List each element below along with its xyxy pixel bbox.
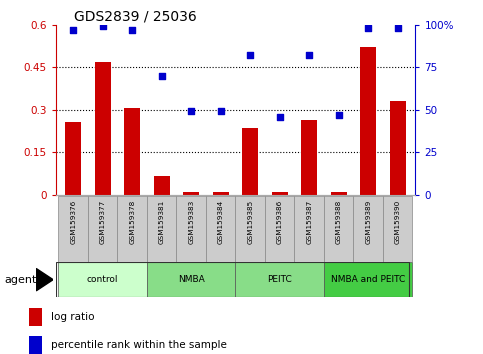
- Bar: [236, 196, 265, 262]
- Bar: [360, 47, 376, 195]
- Bar: [176, 196, 206, 262]
- Bar: [117, 196, 147, 262]
- Point: [335, 112, 342, 118]
- Point: [158, 73, 166, 79]
- Bar: [154, 176, 170, 195]
- Bar: [29, 336, 42, 354]
- Text: log ratio: log ratio: [51, 312, 94, 322]
- Bar: [324, 262, 412, 297]
- Bar: [88, 196, 117, 262]
- Bar: [295, 196, 324, 262]
- Text: GSM159389: GSM159389: [365, 200, 371, 244]
- Bar: [390, 101, 406, 195]
- Text: GSM159377: GSM159377: [99, 200, 106, 244]
- Bar: [324, 196, 354, 262]
- Text: GSM159387: GSM159387: [306, 200, 312, 244]
- Bar: [58, 196, 88, 262]
- Bar: [206, 196, 236, 262]
- Bar: [124, 108, 141, 195]
- Text: GSM159385: GSM159385: [247, 200, 253, 244]
- Text: GSM159383: GSM159383: [188, 200, 194, 244]
- Point: [364, 25, 372, 31]
- Point: [394, 25, 401, 31]
- Bar: [236, 262, 324, 297]
- Point: [276, 114, 284, 119]
- Point: [128, 27, 136, 33]
- Bar: [95, 62, 111, 195]
- Bar: [147, 196, 176, 262]
- Text: NMBA and PEITC: NMBA and PEITC: [331, 275, 405, 284]
- Text: control: control: [87, 275, 118, 284]
- Text: GSM159381: GSM159381: [159, 200, 165, 244]
- Text: agent: agent: [5, 275, 37, 285]
- Bar: [183, 192, 199, 195]
- Text: GDS2839 / 25036: GDS2839 / 25036: [73, 10, 196, 24]
- Bar: [29, 308, 42, 326]
- Point: [70, 27, 77, 33]
- Bar: [301, 120, 317, 195]
- Bar: [265, 196, 295, 262]
- Polygon shape: [36, 268, 53, 291]
- Text: NMBA: NMBA: [178, 275, 205, 284]
- Bar: [242, 128, 258, 195]
- Text: GSM159378: GSM159378: [129, 200, 135, 244]
- Point: [217, 109, 225, 114]
- Bar: [354, 196, 383, 262]
- Text: PEITC: PEITC: [267, 275, 292, 284]
- Point: [187, 109, 195, 114]
- Bar: [383, 196, 412, 262]
- Bar: [58, 262, 147, 297]
- Bar: [271, 192, 288, 195]
- Text: percentile rank within the sample: percentile rank within the sample: [51, 339, 227, 350]
- Text: GSM159376: GSM159376: [70, 200, 76, 244]
- Bar: [65, 122, 81, 195]
- Text: GSM159386: GSM159386: [277, 200, 283, 244]
- Text: GSM159388: GSM159388: [336, 200, 341, 244]
- Point: [99, 24, 107, 29]
- Bar: [147, 262, 236, 297]
- Bar: [330, 192, 347, 195]
- Text: GSM159390: GSM159390: [395, 200, 401, 244]
- Text: GSM159384: GSM159384: [218, 200, 224, 244]
- Point: [246, 52, 254, 58]
- Point: [305, 52, 313, 58]
- Bar: [213, 192, 229, 195]
